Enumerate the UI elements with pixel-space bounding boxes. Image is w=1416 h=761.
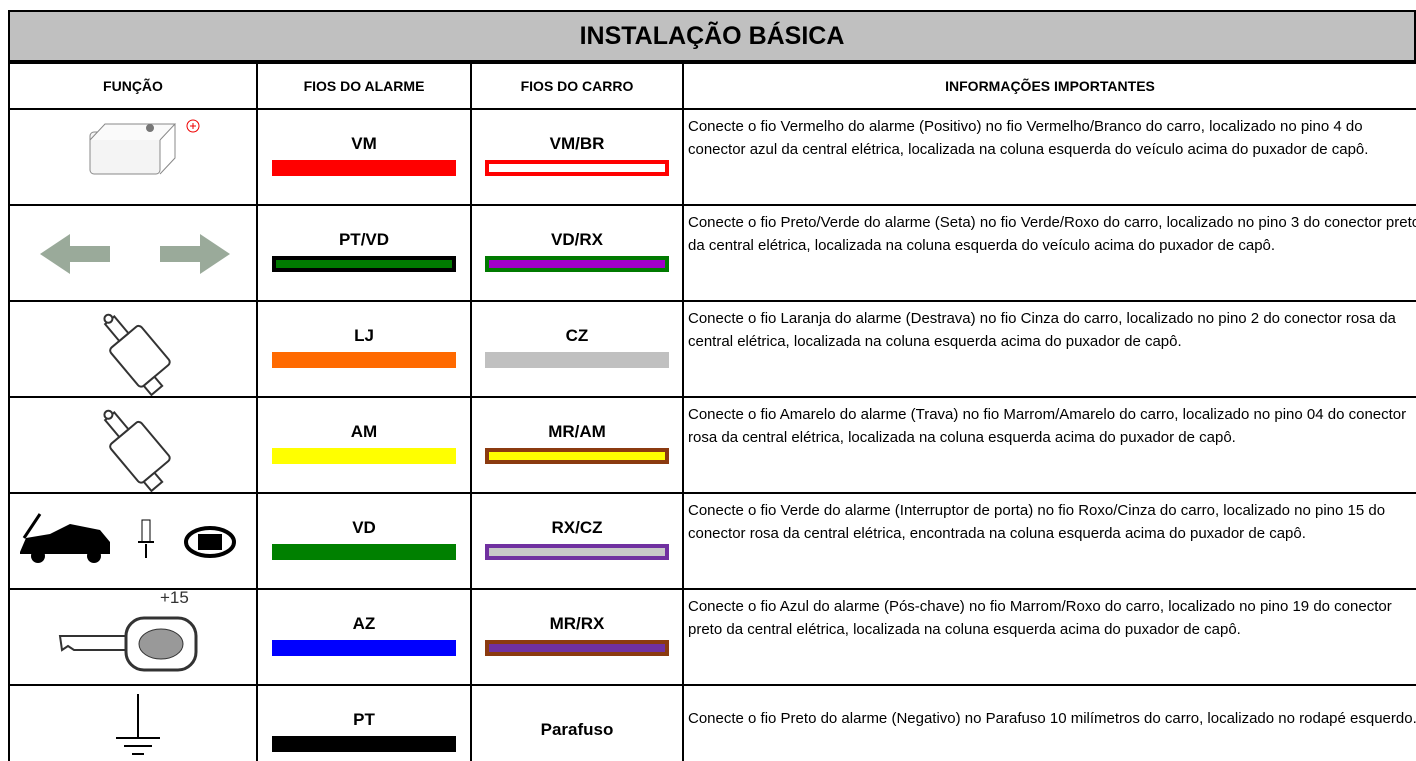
car-wire-swatch — [485, 448, 669, 464]
alarm-wire-swatch — [272, 736, 456, 752]
car-wire-cell: Parafuso — [470, 684, 684, 761]
info-text: Conecte o fio Azul do alarme (Pós-chave)… — [688, 598, 1392, 638]
function-icon — [103, 409, 171, 492]
info-text: Conecte o fio Vermelho do alarme (Positi… — [688, 118, 1369, 158]
car-wire-label: CZ — [565, 326, 589, 345]
info-text: Conecte o fio Verde do alarme (Interrupt… — [688, 502, 1386, 542]
alarm-wire-swatch — [272, 352, 456, 368]
alarm-wire-swatch — [272, 544, 456, 560]
function-cell — [8, 396, 258, 494]
alarm-wire-cell: AM — [256, 396, 472, 494]
car-wire-cell: VD/RX — [470, 204, 684, 302]
function-cell — [8, 204, 258, 302]
car-wire-cell: RX/CZ — [470, 492, 684, 590]
icon-label: +15 — [160, 588, 189, 607]
column-header: INFORMAÇÕES IMPORTANTES — [682, 62, 1416, 110]
car-wire-swatch — [485, 160, 669, 176]
function-icon — [89, 119, 200, 175]
function-icon — [58, 616, 198, 672]
alarm-wire-label: VM — [351, 134, 377, 153]
car-wire-cell: VM/BR — [470, 108, 684, 206]
alarm-wire-swatch — [272, 448, 456, 464]
info-cell: Conecte o fio Preto do alarme (Negativo)… — [682, 684, 1416, 761]
alarm-wire-cell: VM — [256, 108, 472, 206]
alarm-wire-label: AM — [350, 422, 378, 441]
title: INSTALAÇÃO BÁSICA — [8, 10, 1416, 62]
alarm-wire-label: LJ — [354, 326, 374, 345]
column-header: FIOS DO CARRO — [470, 62, 684, 110]
info-cell: Conecte o fio Vermelho do alarme (Positi… — [682, 108, 1416, 206]
alarm-wire-cell: AZ — [256, 588, 472, 686]
car-wire-swatch — [485, 544, 669, 560]
info-cell: Conecte o fio Laranja do alarme (Destrav… — [682, 300, 1416, 398]
function-cell — [8, 300, 258, 398]
car-wire-label: MR/RX — [549, 614, 605, 633]
alarm-wire-label: VD — [352, 518, 376, 537]
alarm-wire-label: PT/VD — [338, 230, 390, 249]
function-cell — [8, 108, 258, 206]
car-wire-swatch — [485, 352, 669, 368]
car-wire-cell: MR/AM — [470, 396, 684, 494]
car-wire-swatch — [485, 640, 669, 656]
car-wire-label: VM/BR — [549, 134, 605, 153]
car-wire-label: VD/RX — [551, 230, 603, 249]
function-cell: +15 — [8, 588, 258, 686]
function-cell — [8, 684, 258, 761]
car-wire-label: Parafuso — [540, 720, 614, 739]
car-wire-cell: MR/RX — [470, 588, 684, 686]
car-wire-label: MR/AM — [548, 422, 606, 441]
column-header: FIOS DO ALARME — [256, 62, 472, 110]
info-cell: Conecte o fio Preto/Verde do alarme (Set… — [682, 204, 1416, 302]
function-icon — [40, 234, 230, 274]
info-text: Conecte o fio Laranja do alarme (Destrav… — [688, 310, 1396, 350]
alarm-wire-cell: PT/VD — [256, 204, 472, 302]
info-cell: Conecte o fio Azul do alarme (Pós-chave)… — [682, 588, 1416, 686]
function-icon — [20, 513, 236, 563]
alarm-wire-label: PT — [353, 710, 375, 729]
alarm-wire-cell: PT — [256, 684, 472, 761]
info-text: Conecte o fio Preto/Verde do alarme (Set… — [688, 214, 1416, 254]
info-cell: Conecte o fio Amarelo do alarme (Trava) … — [682, 396, 1416, 494]
function-icon — [116, 694, 160, 755]
alarm-wire-swatch — [272, 256, 456, 272]
alarm-wire-cell: VD — [256, 492, 472, 590]
car-wire-cell: CZ — [470, 300, 684, 398]
alarm-wire-label: AZ — [352, 614, 376, 633]
info-text: Conecte o fio Preto do alarme (Negativo)… — [688, 710, 1416, 727]
car-wire-swatch — [485, 256, 669, 272]
car-wire-label: RX/CZ — [551, 518, 603, 537]
alarm-wire-swatch — [272, 640, 456, 656]
alarm-wire-swatch — [272, 160, 456, 176]
function-icon — [103, 313, 171, 396]
info-text: Conecte o fio Amarelo do alarme (Trava) … — [688, 406, 1407, 446]
alarm-wire-cell: LJ — [256, 300, 472, 398]
info-cell: Conecte o fio Verde do alarme (Interrupt… — [682, 492, 1416, 590]
function-cell — [8, 492, 258, 590]
column-header: FUNÇÃO — [8, 62, 258, 110]
